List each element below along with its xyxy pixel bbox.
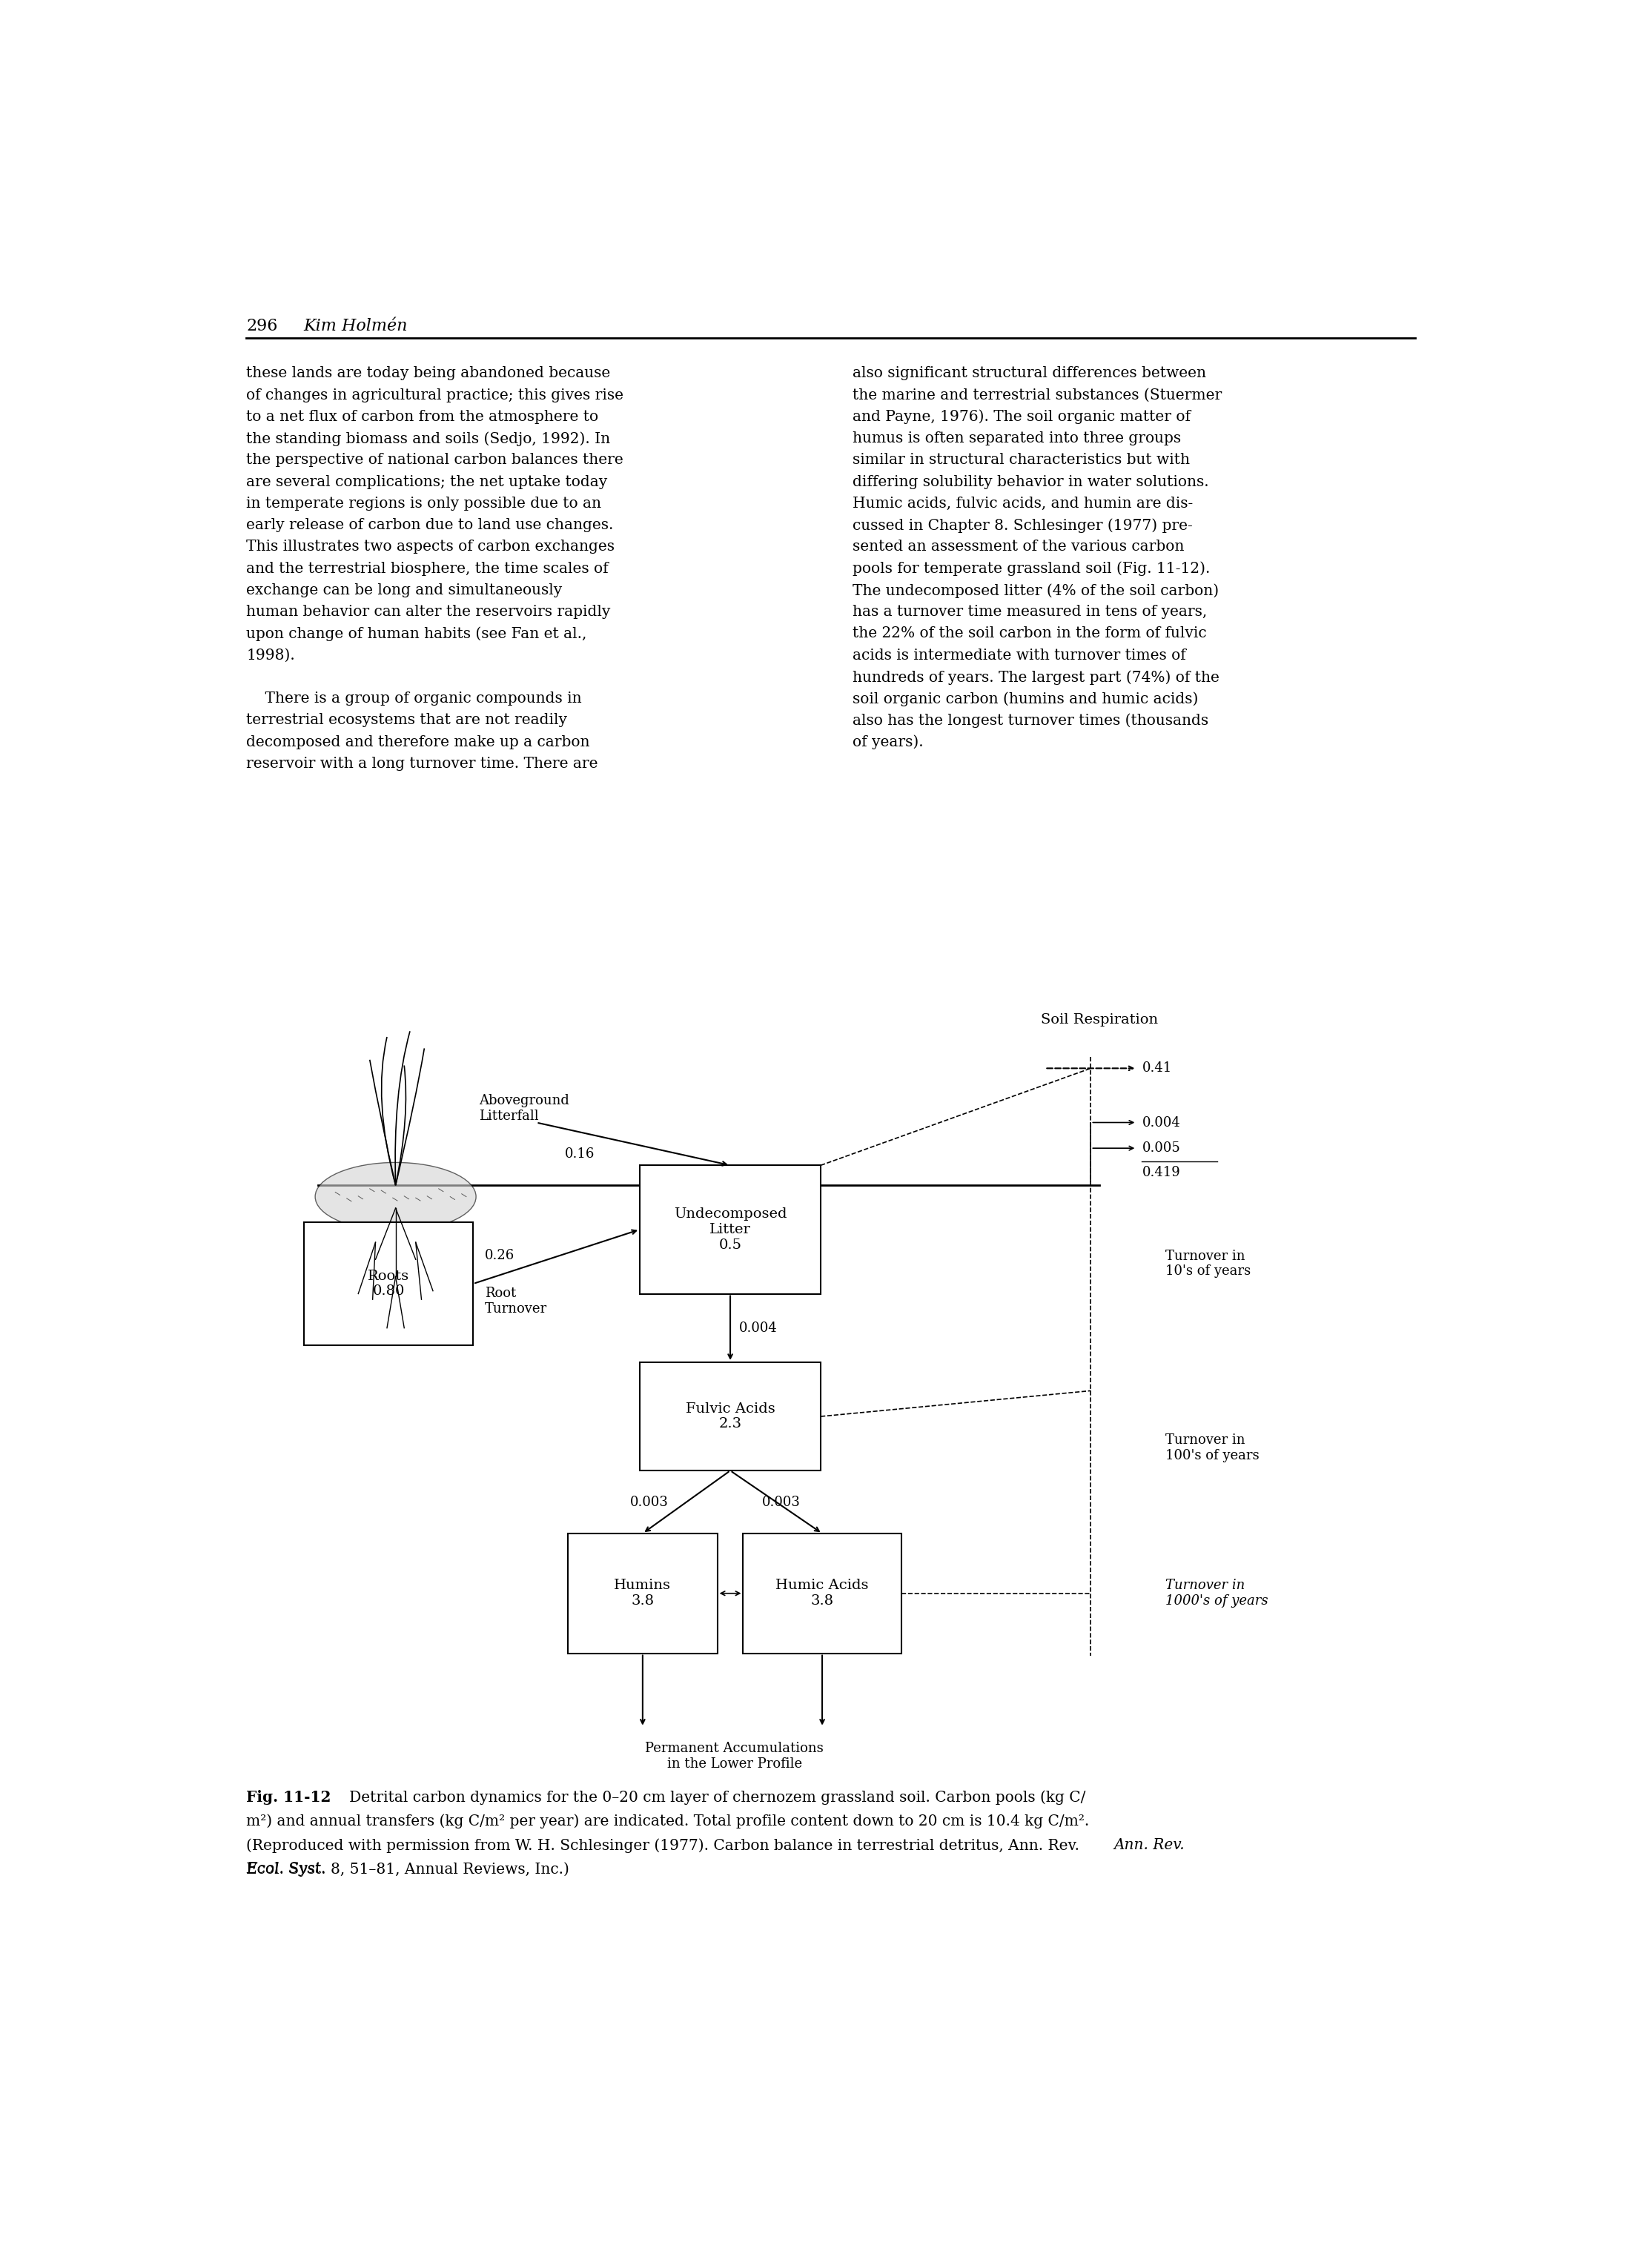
Text: also has the longest turnover times (thousands: also has the longest turnover times (tho… xyxy=(853,714,1209,728)
Text: and Payne, 1976). The soil organic matter of: and Payne, 1976). The soil organic matte… xyxy=(853,411,1191,424)
Text: Kim Holmén: Kim Holmén xyxy=(304,318,408,336)
Text: the standing biomass and soils (Sedjo, 1992). In: the standing biomass and soils (Sedjo, 1… xyxy=(247,431,611,447)
Text: 0.41: 0.41 xyxy=(1142,1061,1172,1075)
Text: the perspective of national carbon balances there: the perspective of national carbon balan… xyxy=(247,454,624,467)
Text: hundreds of years. The largest part (74%) of the: hundreds of years. The largest part (74%… xyxy=(853,669,1219,685)
Text: decomposed and therefore make up a carbon: decomposed and therefore make up a carbo… xyxy=(247,735,590,748)
Text: Detrital carbon dynamics for the 0–20 cm layer of chernozem grassland soil. Carb: Detrital carbon dynamics for the 0–20 cm… xyxy=(335,1789,1086,1805)
Text: Humic Acids
3.8: Humic Acids 3.8 xyxy=(775,1579,869,1608)
Text: Roots
0.80: Roots 0.80 xyxy=(367,1270,410,1297)
Text: 0.005: 0.005 xyxy=(1142,1141,1181,1154)
Text: This illustrates two aspects of carbon exchanges: This illustrates two aspects of carbon e… xyxy=(247,540,614,553)
Text: cussed in Chapter 8. Schlesinger (1977) pre-: cussed in Chapter 8. Schlesinger (1977) … xyxy=(853,517,1193,533)
Text: 0.003: 0.003 xyxy=(762,1495,801,1508)
Text: Root
Turnover: Root Turnover xyxy=(484,1286,548,1315)
Text: exchange can be long and simultaneously: exchange can be long and simultaneously xyxy=(247,583,562,596)
Text: the 22% of the soil carbon in the form of fulvic: the 22% of the soil carbon in the form o… xyxy=(853,626,1206,640)
Bar xyxy=(640,1363,821,1470)
Text: 0.004: 0.004 xyxy=(739,1322,777,1334)
Text: Fig. 11-12: Fig. 11-12 xyxy=(247,1789,331,1805)
Text: sented an assessment of the various carbon: sented an assessment of the various carb… xyxy=(853,540,1185,553)
Text: Humins
3.8: Humins 3.8 xyxy=(614,1579,671,1608)
Text: There is a group of organic compounds in: There is a group of organic compounds in xyxy=(247,692,582,705)
Text: similar in structural characteristics but with: similar in structural characteristics bu… xyxy=(853,454,1189,467)
Text: and the terrestrial biosphere, the time scales of: and the terrestrial biosphere, the time … xyxy=(247,562,608,576)
Text: 0.419: 0.419 xyxy=(1142,1166,1181,1179)
Text: Ann. Rev.: Ann. Rev. xyxy=(1113,1837,1185,1853)
Text: upon change of human habits (see Fan et al.,: upon change of human habits (see Fan et … xyxy=(247,626,587,642)
Text: Ecol. Syst.: Ecol. Syst. xyxy=(247,1862,325,1876)
Text: to a net flux of carbon from the atmosphere to: to a net flux of carbon from the atmosph… xyxy=(247,411,598,424)
Text: these lands are today being abandoned because: these lands are today being abandoned be… xyxy=(247,367,611,381)
Text: Turnover in
10's of years: Turnover in 10's of years xyxy=(1165,1250,1251,1279)
Bar xyxy=(743,1533,902,1653)
Text: 0.26: 0.26 xyxy=(484,1247,515,1261)
Bar xyxy=(304,1222,473,1345)
Text: 0.003: 0.003 xyxy=(630,1495,668,1508)
Text: Turnover in
100's of years: Turnover in 100's of years xyxy=(1165,1433,1259,1463)
Text: also significant structural differences between: also significant structural differences … xyxy=(853,367,1206,381)
Text: pools for temperate grassland soil (Fig. 11-12).: pools for temperate grassland soil (Fig.… xyxy=(853,562,1211,576)
Bar xyxy=(569,1533,717,1653)
Text: terrestrial ecosystems that are not readily: terrestrial ecosystems that are not read… xyxy=(247,714,567,728)
Text: reservoir with a long turnover time. There are: reservoir with a long turnover time. The… xyxy=(247,758,598,771)
Text: Humic acids, fulvic acids, and humin are dis-: Humic acids, fulvic acids, and humin are… xyxy=(853,497,1193,510)
Text: are several complications; the net uptake today: are several complications; the net uptak… xyxy=(247,474,608,490)
Text: Ecol. Syst. 8, 51–81, Annual Reviews, Inc.): Ecol. Syst. 8, 51–81, Annual Reviews, In… xyxy=(247,1862,569,1876)
Text: human behavior can alter the reservoirs rapidly: human behavior can alter the reservoirs … xyxy=(247,606,611,619)
Text: Aboveground
Litterfall: Aboveground Litterfall xyxy=(479,1093,569,1123)
Text: soil organic carbon (humins and humic acids): soil organic carbon (humins and humic ac… xyxy=(853,692,1198,705)
Text: humus is often separated into three groups: humus is often separated into three grou… xyxy=(853,431,1181,445)
Text: Undecomposed
Litter
0.5: Undecomposed Litter 0.5 xyxy=(674,1207,786,1252)
Text: differing solubility behavior in water solutions.: differing solubility behavior in water s… xyxy=(853,474,1209,490)
Text: the marine and terrestrial substances (Stuermer: the marine and terrestrial substances (S… xyxy=(853,388,1222,401)
Text: in temperate regions is only possible due to an: in temperate regions is only possible du… xyxy=(247,497,601,510)
Text: of years).: of years). xyxy=(853,735,923,748)
Text: m²) and annual transfers (kg C/m² per year) are indicated. Total profile content: m²) and annual transfers (kg C/m² per ye… xyxy=(247,1814,1089,1828)
Bar xyxy=(640,1166,821,1293)
Text: The undecomposed litter (4% of the soil carbon): The undecomposed litter (4% of the soil … xyxy=(853,583,1219,599)
Ellipse shape xyxy=(315,1163,476,1232)
Text: 1998).: 1998). xyxy=(247,649,296,662)
Text: has a turnover time measured in tens of years,: has a turnover time measured in tens of … xyxy=(853,606,1207,619)
Text: 0.004: 0.004 xyxy=(1142,1116,1181,1129)
Text: acids is intermediate with turnover times of: acids is intermediate with turnover time… xyxy=(853,649,1186,662)
Text: Permanent Accumulations
in the Lower Profile: Permanent Accumulations in the Lower Pro… xyxy=(645,1742,824,1771)
Text: of changes in agricultural practice; this gives rise: of changes in agricultural practice; thi… xyxy=(247,388,624,401)
Text: early release of carbon due to land use changes.: early release of carbon due to land use … xyxy=(247,517,614,533)
Text: Turnover in
1000's of years: Turnover in 1000's of years xyxy=(1165,1579,1268,1608)
Text: 0.16: 0.16 xyxy=(565,1148,595,1161)
Text: 296: 296 xyxy=(247,318,278,336)
Text: (Reproduced with permission from W. H. Schlesinger (1977). Carbon balance in ter: (Reproduced with permission from W. H. S… xyxy=(247,1837,1079,1853)
Text: Soil Respiration: Soil Respiration xyxy=(1040,1014,1159,1027)
Text: Fulvic Acids
2.3: Fulvic Acids 2.3 xyxy=(686,1402,775,1431)
